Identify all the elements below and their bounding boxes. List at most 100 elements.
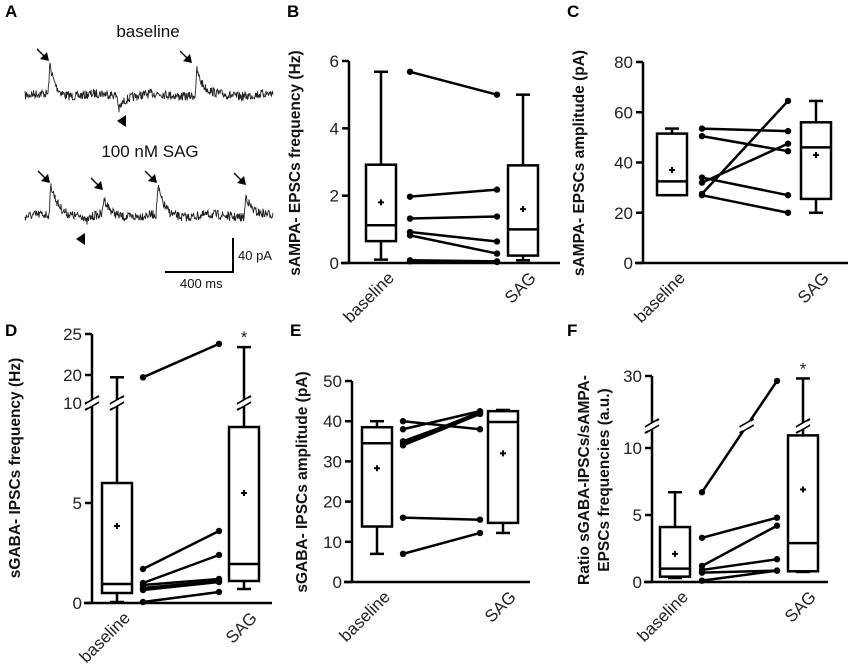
data-point xyxy=(215,588,223,596)
y-axis-label: sGABA- IPSCs amplitude (pA) xyxy=(294,371,311,592)
box xyxy=(786,434,820,573)
event-arrow-icon xyxy=(183,54,192,63)
panel-letter: B xyxy=(287,2,299,21)
data-point xyxy=(784,191,792,199)
y-tick-label: 4 xyxy=(330,119,339,138)
data-point xyxy=(493,91,501,98)
paired-line xyxy=(701,516,778,539)
paired-line xyxy=(142,553,220,585)
paired-line xyxy=(701,134,789,153)
mean-marker xyxy=(669,167,675,174)
data-point xyxy=(139,598,147,606)
paired-line xyxy=(409,230,498,243)
data-point xyxy=(139,586,147,594)
y-tick-label: 80 xyxy=(614,53,633,72)
box xyxy=(486,409,520,525)
data-point xyxy=(215,551,223,559)
y-tick-label: 60 xyxy=(614,103,633,122)
y-axis-label: sAMPA- EPSCs frequency (Hz) xyxy=(287,50,304,275)
axis-break-mark xyxy=(739,424,755,434)
x-tick-label: baseline xyxy=(340,268,398,326)
paired-line xyxy=(701,100,789,195)
y-axis-label: EPSCs frequencies (a.u.) xyxy=(596,388,613,571)
paired-line xyxy=(701,569,778,582)
event-arrow-icon xyxy=(237,176,246,185)
y-tick-label: 5 xyxy=(73,494,82,513)
axis-break-gap xyxy=(645,421,659,431)
y-tick-label: 25 xyxy=(63,325,82,344)
paired-line xyxy=(142,590,220,604)
paired-line xyxy=(402,419,481,431)
trace-title-sag: 100 nM SAG xyxy=(101,142,198,161)
y-tick-label: 0 xyxy=(330,254,339,273)
data-point xyxy=(406,258,414,265)
mean-marker xyxy=(672,550,678,557)
mean-marker xyxy=(500,450,506,457)
data-point xyxy=(139,565,147,573)
mean-marker xyxy=(241,490,247,496)
data-point xyxy=(784,209,792,216)
mean-marker xyxy=(378,199,384,206)
axis-break-gap xyxy=(85,398,99,408)
paired-line xyxy=(402,412,481,447)
axis-break-mark xyxy=(795,418,811,428)
x-tick-label: baseline xyxy=(336,587,394,645)
event-arrow-icon xyxy=(148,174,157,183)
y-axis-label: sGABA- IPSCs frequency (Hz) xyxy=(7,358,24,578)
y-tick-label: 20 xyxy=(614,204,633,223)
data-point xyxy=(698,569,706,576)
x-tick-label: baseline xyxy=(76,608,134,664)
event-arrow-icon xyxy=(94,181,103,190)
paired-line xyxy=(402,531,481,556)
data-point xyxy=(399,418,407,425)
axis-break-gap xyxy=(740,421,753,431)
data-point xyxy=(773,567,781,574)
data-point xyxy=(476,516,484,523)
y-tick-label: 10 xyxy=(323,533,342,552)
data-point xyxy=(399,514,407,521)
paired-line xyxy=(409,188,498,198)
data-point xyxy=(399,442,407,449)
event-arrow-icon xyxy=(40,52,49,61)
paired-line xyxy=(409,234,498,255)
y-tick-label: 0 xyxy=(633,573,642,592)
x-tick-label: SAG xyxy=(501,268,540,307)
data-point xyxy=(406,215,414,222)
y-tick-label: 30 xyxy=(623,367,642,386)
data-point xyxy=(476,529,484,537)
y-tick-label: 20 xyxy=(63,366,82,385)
significance-star: * xyxy=(800,359,807,378)
y-axis-label: sAMPA- EPSCs amplitude (pA) xyxy=(571,50,588,276)
mean-marker xyxy=(374,465,380,472)
axis-break-mark xyxy=(644,418,660,428)
paired-line xyxy=(701,524,778,568)
y-tick-label: 0 xyxy=(333,573,342,592)
data-point xyxy=(773,377,781,385)
y-tick-label: 40 xyxy=(614,154,633,173)
paired-line xyxy=(402,516,481,521)
mean-marker xyxy=(520,206,526,213)
data-point xyxy=(773,556,781,563)
data-point xyxy=(698,534,706,541)
data-point xyxy=(773,522,781,529)
paired-line xyxy=(142,580,220,592)
paired-line xyxy=(142,577,220,587)
data-point xyxy=(139,374,147,381)
data-point xyxy=(406,232,414,239)
paired-line xyxy=(409,70,498,96)
panel-letter: F xyxy=(567,321,577,340)
mean-marker xyxy=(800,486,806,493)
data-point xyxy=(215,578,223,586)
y-tick-label: 5 xyxy=(633,506,642,525)
event-arrow-icon xyxy=(41,174,50,183)
axis-break-mark xyxy=(739,418,755,428)
paired-line xyxy=(701,142,789,184)
data-point xyxy=(784,97,792,105)
axis-break-mark xyxy=(109,395,125,405)
trace-title-baseline: baseline xyxy=(116,22,179,41)
data-point xyxy=(399,550,407,558)
